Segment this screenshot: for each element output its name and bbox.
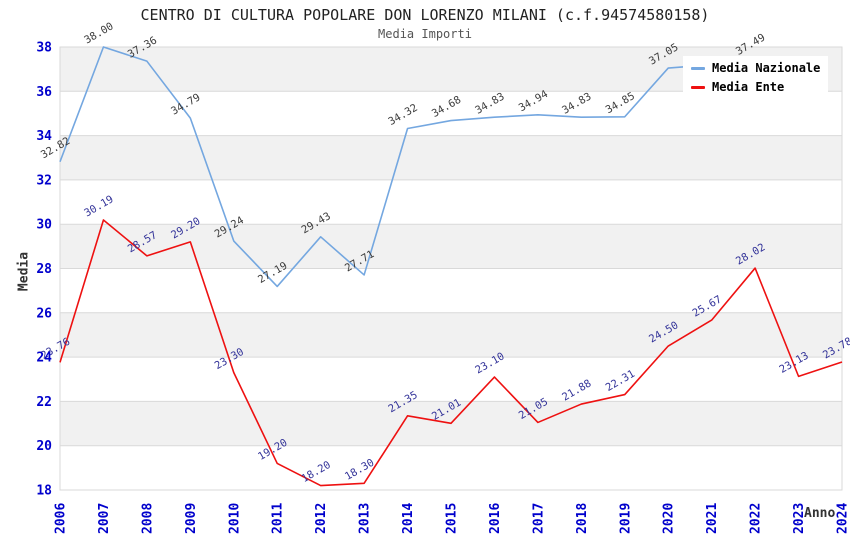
- svg-text:26: 26: [36, 306, 52, 321]
- x-axis-title: Anno: [804, 506, 836, 521]
- svg-text:2020: 2020: [662, 503, 677, 534]
- svg-text:2019: 2019: [618, 503, 633, 534]
- legend-item-media-nazionale[interactable]: Media Nazionale: [691, 61, 820, 75]
- svg-text:32: 32: [36, 173, 52, 188]
- svg-text:2007: 2007: [97, 503, 112, 534]
- svg-text:2021: 2021: [705, 503, 720, 534]
- svg-text:2006: 2006: [54, 503, 69, 534]
- svg-text:2015: 2015: [445, 503, 460, 534]
- svg-text:2017: 2017: [531, 503, 546, 534]
- svg-text:2024: 2024: [836, 503, 850, 534]
- legend-label-media-nazionale: Media Nazionale: [712, 61, 821, 75]
- chart-title: CENTRO DI CULTURA POPOLARE DON LORENZO M…: [140, 6, 710, 24]
- svg-text:22: 22: [36, 395, 52, 410]
- svg-text:2014: 2014: [401, 503, 416, 534]
- svg-text:2010: 2010: [227, 503, 242, 534]
- svg-text:38.00: 38.00: [82, 20, 115, 46]
- legend-swatch-media-ente: [691, 85, 705, 89]
- svg-text:2012: 2012: [314, 503, 329, 534]
- svg-text:2023: 2023: [792, 503, 807, 534]
- svg-text:20: 20: [36, 439, 52, 454]
- svg-text:28: 28: [36, 262, 52, 277]
- svg-text:2022: 2022: [749, 503, 764, 534]
- svg-text:36: 36: [36, 85, 52, 100]
- svg-text:2008: 2008: [140, 503, 155, 534]
- svg-text:2013: 2013: [358, 503, 373, 534]
- svg-text:34: 34: [36, 129, 52, 144]
- legend-item-media-ente[interactable]: Media Ente: [691, 80, 820, 94]
- legend-label-media-ente: Media Ente: [712, 80, 785, 94]
- svg-text:30: 30: [36, 218, 52, 233]
- chart-subtitle: Media Importi: [378, 27, 472, 41]
- svg-text:24: 24: [36, 351, 52, 366]
- svg-text:2016: 2016: [488, 503, 503, 534]
- svg-text:2009: 2009: [184, 503, 199, 534]
- svg-text:2018: 2018: [575, 503, 590, 534]
- svg-text:18: 18: [36, 484, 52, 499]
- svg-text:2011: 2011: [271, 503, 286, 534]
- y-axis-title: Media: [16, 251, 32, 292]
- legend-swatch-media-nazionale: [691, 66, 705, 70]
- legend: Media Nazionale Media Ente: [683, 56, 829, 99]
- svg-text:38: 38: [36, 41, 52, 56]
